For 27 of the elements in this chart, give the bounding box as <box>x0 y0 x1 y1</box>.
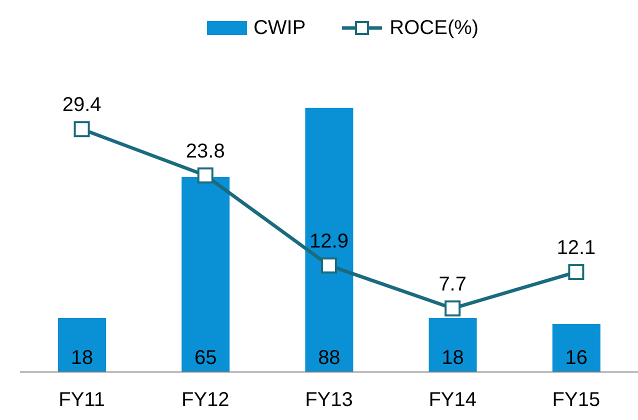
x-tick-label: FY12 <box>181 389 230 412</box>
data-label: 18 <box>442 347 464 369</box>
legend-label: ROCE(%) <box>390 16 479 40</box>
data-label: 12.9 <box>310 230 348 252</box>
data-label: 16 <box>565 347 588 369</box>
bar <box>428 318 477 372</box>
bar <box>58 318 106 372</box>
x-tick-label: FY13 <box>305 389 353 412</box>
x-tick-label: FY14 <box>428 389 477 412</box>
bar <box>305 108 354 372</box>
data-label: 7.7 <box>438 273 467 296</box>
x-tick-label: FY11 <box>58 389 105 412</box>
data-label: 88 <box>318 347 340 369</box>
point <box>197 167 214 184</box>
data-label: 18 <box>70 347 94 369</box>
point <box>321 257 337 274</box>
legend-label: CWIP <box>253 16 306 40</box>
bar <box>552 324 600 372</box>
x-tick-label: FY15 <box>552 389 600 412</box>
data-label: 65 <box>194 347 217 369</box>
point <box>444 300 461 316</box>
data-label: 29.4 <box>62 94 102 116</box>
data-label: 12.1 <box>556 237 596 260</box>
point <box>74 121 90 138</box>
data-label: 23.8 <box>186 140 225 162</box>
point <box>568 264 584 280</box>
bar <box>182 176 230 372</box>
